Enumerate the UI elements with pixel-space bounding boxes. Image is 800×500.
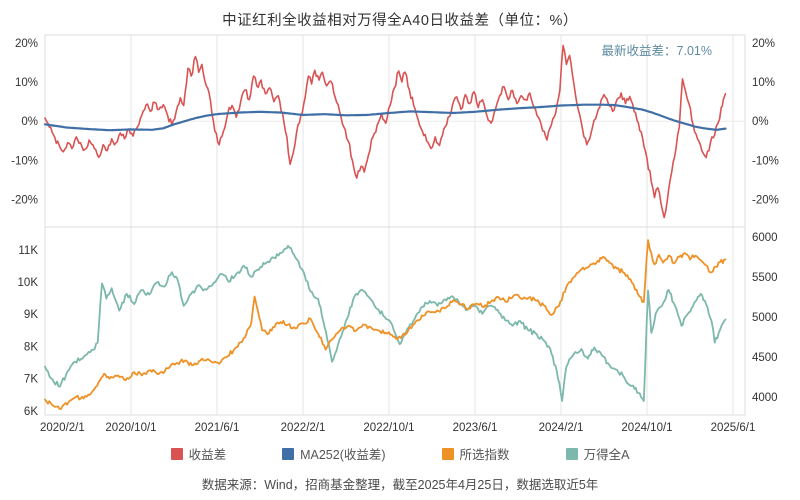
y-tick-label-left: 7K	[24, 374, 38, 386]
y-tick-label-right: 0%	[752, 116, 769, 128]
x-tick-label: 2022/10/1	[363, 422, 414, 434]
legend-item-ma252: MA252(收益差)	[282, 444, 386, 463]
selected-index-swatch-icon	[441, 447, 454, 460]
legend-label: MA252(收益差)	[300, 448, 386, 462]
y-tick-label-left: 9K	[24, 309, 38, 321]
y-tick-label-left: 10K	[18, 277, 39, 289]
y-tick-label-right: 5500	[752, 272, 778, 284]
ma252-swatch-icon	[282, 447, 295, 460]
data-source-footer: 数据来源：Wind，招商基金整理，截至2025年4月25日，数据选取近5年	[201, 478, 599, 492]
y-tick-label-left: 6K	[24, 406, 38, 418]
yield-diff-line	[44, 44, 727, 219]
legend-item-yield-diff: 收益差	[170, 444, 227, 463]
y-tick-label-right: -10%	[752, 155, 779, 167]
x-tick-label: 2024/10/1	[621, 422, 672, 434]
legend-item-selected-index: 所选指数	[441, 444, 510, 463]
x-tick-label: 2023/6/1	[453, 422, 498, 434]
y-tick-label-right: 4500	[752, 352, 778, 364]
ma252-line	[43, 103, 727, 132]
chart-legend: 收益差 MA252(收益差) 所选指数 万得全A	[0, 444, 800, 463]
y-tick-label-left: 10%	[15, 77, 38, 89]
y-tick-label-left: -20%	[11, 195, 38, 207]
wind-all-a-line	[44, 244, 727, 402]
y-tick-label-left: 0%	[21, 116, 38, 128]
legend-label: 所选指数	[459, 448, 510, 462]
x-tick-label: 2021/6/1	[195, 422, 240, 434]
y-tick-label-left: 8K	[24, 341, 38, 353]
y-tick-label-left: 20%	[15, 38, 38, 50]
x-tick-label: 2022/2/1	[281, 422, 326, 434]
y-tick-label-left: -10%	[11, 155, 38, 167]
y-tick-label-right: 5000	[752, 312, 778, 324]
y-tick-label-right: 10%	[752, 77, 775, 89]
x-tick-label: 2020/2/1	[40, 422, 85, 434]
y-tick-label-right: 4000	[752, 392, 778, 404]
latest-diff-annotation: 最新收益差：7.01%	[601, 44, 712, 58]
legend-label: 万得全A	[583, 448, 630, 462]
x-tick-label: 2025/6/1	[711, 422, 756, 434]
y-tick-label-right: -20%	[752, 195, 779, 207]
y-tick-label-right: 20%	[752, 38, 775, 50]
y-tick-label-left: 11K	[18, 245, 38, 257]
legend-label: 收益差	[188, 448, 227, 462]
x-tick-label: 2020/10/1	[105, 422, 156, 434]
y-tick-label-right: 6000	[752, 232, 778, 244]
yield-diff-swatch-icon	[170, 447, 183, 460]
selected-index-line	[44, 239, 727, 410]
bottom-panel-border	[44, 226, 746, 416]
page-title: 中证红利全收益相对万得全A40日收益差（单位：%）	[222, 13, 578, 29]
dual-panel-line-chart: 20% 20% 10% 10% 0% 0% -10% -10% -20% -20% 11K 10K 9K…	[11, 34, 779, 434]
wind-all-a-swatch-icon	[565, 447, 578, 460]
x-tick-label: 2024/2/1	[539, 422, 584, 434]
legend-item-wind-all-a: 万得全A	[565, 444, 630, 463]
